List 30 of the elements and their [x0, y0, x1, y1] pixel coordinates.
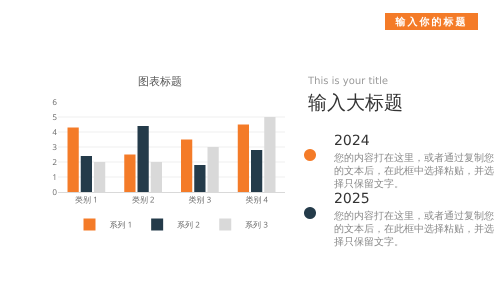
y-tick-label: 6	[52, 96, 58, 108]
x-tick-label: 类别 2	[132, 194, 155, 206]
text: This is your title	[308, 76, 388, 87]
y-tick-label: 2	[52, 156, 58, 168]
text: 2024	[334, 133, 370, 149]
chart-title: 图表标题	[138, 74, 182, 89]
text: 输入你的标题	[385, 13, 478, 30]
y-tick-label: 5	[52, 112, 58, 123]
bar	[181, 140, 192, 192]
text: 您的内容打在这里，或者通过复制您的文本后，在此框中选择粘贴，并选择只保留文字。	[334, 152, 494, 191]
bar	[80, 156, 92, 192]
text: 输入大标题	[308, 91, 403, 116]
y-tick-label: 4	[52, 126, 58, 138]
y-tick-label: 0	[52, 186, 58, 198]
x-tick-label: 类别 3	[188, 194, 212, 206]
text: 2025	[334, 191, 370, 207]
bar	[124, 154, 136, 192]
bar	[238, 124, 250, 192]
bar	[194, 165, 206, 192]
y-tick-label: 1	[52, 172, 57, 183]
x-tick-label: 类别 4	[245, 194, 268, 206]
legend-label: 系列 2	[177, 220, 200, 231]
legend-label: 系列 3	[245, 220, 268, 231]
text: 您的内容打在这里，或者通过复制您的文本后，在此框中选择粘贴，并选择只保留文字。	[334, 210, 494, 249]
y-tick-label: 3	[52, 142, 58, 153]
bar	[138, 126, 149, 192]
x-tick-label: 类别 1	[75, 194, 98, 206]
legend-label: 系列 1	[110, 220, 132, 231]
bar	[251, 150, 262, 192]
bar	[68, 128, 79, 192]
